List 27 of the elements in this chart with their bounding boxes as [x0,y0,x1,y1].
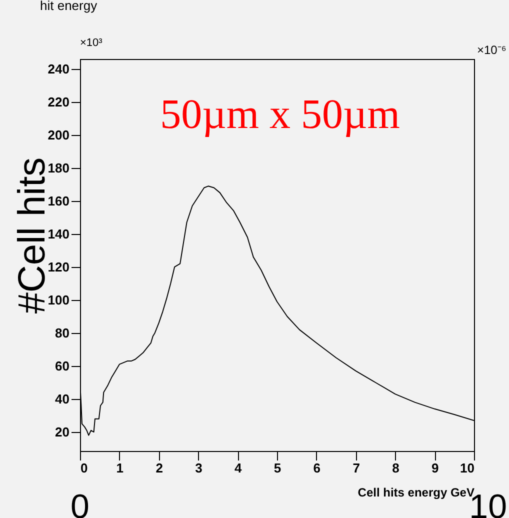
x-tick-label: 6 [313,460,321,476]
x-tick-label: 3 [195,460,202,476]
x-tick-label: 10 [460,460,474,476]
annotation: 50µm x 50µm [160,92,400,138]
x-tick-label: 8 [392,460,400,476]
chart-title: hit energy [40,0,98,13]
text: ×10³ [80,37,103,49]
y-tick-label: 40 [55,392,70,407]
y-tick-label: 200 [48,127,70,142]
x-tick-label: 2 [156,460,163,476]
y-tick-label: 180 [48,160,70,176]
y-tick-label: 60 [55,358,70,374]
x-tick-label: 9 [431,460,439,476]
y-tick-label: 140 [48,226,70,242]
x-tick-label: 1 [116,460,124,476]
y-tick-label: 20 [55,424,70,440]
y-tick-label: 120 [48,259,70,274]
y-tick-label: 240 [48,61,70,76]
y-tick-label: 160 [48,193,70,208]
x-tick-label: 5 [274,460,282,476]
y-tick-label: 100 [48,292,70,308]
x-tick-label: 7 [352,460,360,476]
text: ×10⁻⁶ [477,43,506,57]
y-tick-label: 80 [55,325,70,340]
y-tick-label: 220 [48,94,70,110]
x-tick-label: 4 [234,460,242,476]
x-tick-label: 0 [80,460,88,476]
